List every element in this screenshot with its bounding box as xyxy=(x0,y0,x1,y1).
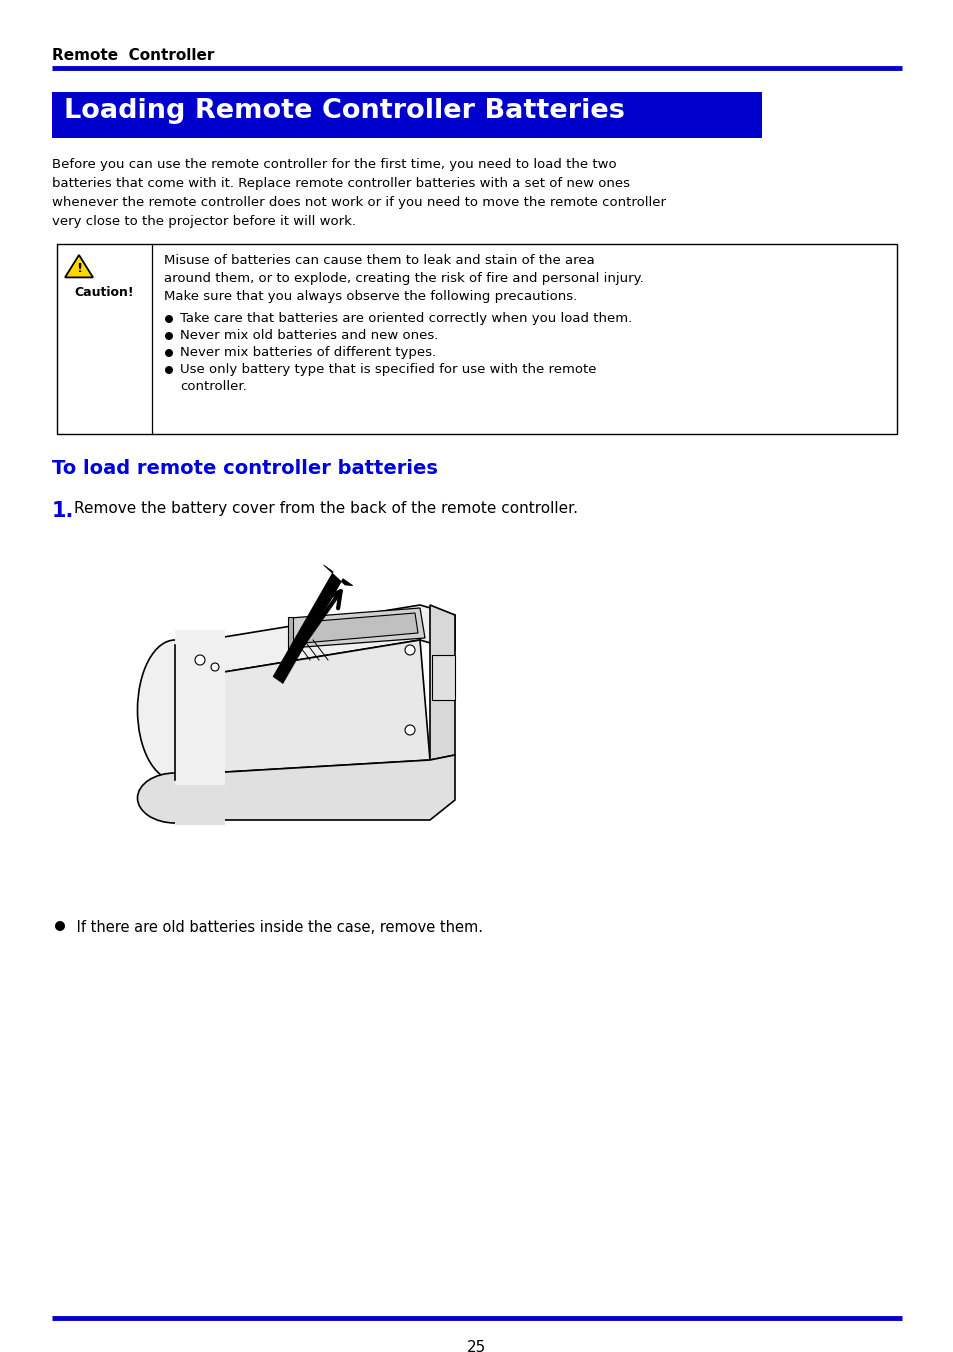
Text: Loading Remote Controller Batteries: Loading Remote Controller Batteries xyxy=(64,97,624,124)
Circle shape xyxy=(165,333,172,339)
Polygon shape xyxy=(290,608,424,648)
Text: 1.: 1. xyxy=(52,502,74,521)
Text: !: ! xyxy=(76,261,82,274)
Bar xyxy=(432,654,455,700)
Circle shape xyxy=(405,645,415,654)
Circle shape xyxy=(165,366,172,375)
Text: Before you can use the remote controller for the first time, you need to load th: Before you can use the remote controller… xyxy=(52,158,616,170)
Text: very close to the projector before it will work.: very close to the projector before it wi… xyxy=(52,215,355,228)
Polygon shape xyxy=(430,604,455,760)
Polygon shape xyxy=(288,617,293,650)
Text: controller.: controller. xyxy=(180,380,247,393)
Text: If there are old batteries inside the case, remove them.: If there are old batteries inside the ca… xyxy=(71,919,482,936)
Circle shape xyxy=(405,725,415,735)
Text: Never mix old batteries and new ones.: Never mix old batteries and new ones. xyxy=(180,329,438,342)
Text: Never mix batteries of different types.: Never mix batteries of different types. xyxy=(180,346,436,360)
Circle shape xyxy=(165,349,172,357)
Circle shape xyxy=(55,921,65,932)
Polygon shape xyxy=(174,639,430,775)
Circle shape xyxy=(211,662,219,671)
Text: batteries that come with it. Replace remote controller batteries with a set of n: batteries that come with it. Replace rem… xyxy=(52,177,629,191)
Text: Caution!: Caution! xyxy=(74,287,133,299)
Text: Remove the battery cover from the back of the remote controller.: Remove the battery cover from the back o… xyxy=(74,502,578,516)
Circle shape xyxy=(194,654,205,665)
Circle shape xyxy=(165,315,172,323)
Bar xyxy=(174,630,225,790)
Text: Take care that batteries are oriented correctly when you load them.: Take care that batteries are oriented co… xyxy=(180,312,632,324)
Bar xyxy=(52,92,761,138)
Polygon shape xyxy=(174,754,455,821)
Polygon shape xyxy=(273,565,353,684)
Ellipse shape xyxy=(137,773,213,823)
Text: around them, or to explode, creating the risk of fire and personal injury.: around them, or to explode, creating the… xyxy=(164,272,643,285)
Polygon shape xyxy=(303,612,417,644)
Text: 25: 25 xyxy=(467,1340,486,1352)
Ellipse shape xyxy=(137,639,213,780)
Polygon shape xyxy=(65,256,92,277)
Text: Remote  Controller: Remote Controller xyxy=(52,49,214,64)
Text: Use only battery type that is specified for use with the remote: Use only battery type that is specified … xyxy=(180,362,596,376)
Text: Misuse of batteries can cause them to leak and stain of the area: Misuse of batteries can cause them to le… xyxy=(164,254,594,266)
Bar xyxy=(174,786,225,825)
Text: whenever the remote controller does not work or if you need to move the remote c: whenever the remote controller does not … xyxy=(52,196,665,210)
Text: To load remote controller batteries: To load remote controller batteries xyxy=(52,458,437,479)
Text: Make sure that you always observe the following precautions.: Make sure that you always observe the fo… xyxy=(164,289,577,303)
Bar xyxy=(57,243,896,434)
Polygon shape xyxy=(174,604,455,680)
